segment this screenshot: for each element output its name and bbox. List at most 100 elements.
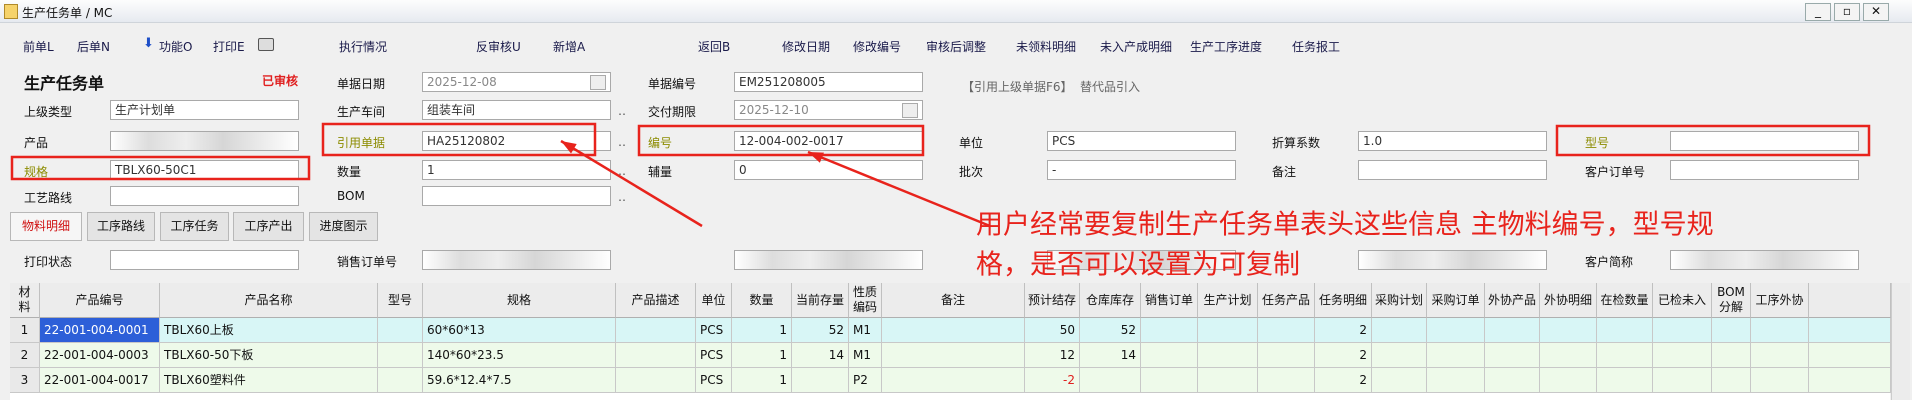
- table-cell[interactable]: 22-001-004-0001: [40, 318, 160, 343]
- table-cell[interactable]: [616, 343, 696, 368]
- column-header[interactable]: 型号: [378, 283, 423, 318]
- column-header[interactable]: 销售订单: [1141, 283, 1198, 318]
- table-cell[interactable]: [1540, 343, 1597, 368]
- table-cell[interactable]: [1141, 318, 1198, 343]
- column-header[interactable]: 外协明细: [1540, 283, 1597, 318]
- table-cell[interactable]: [1597, 343, 1653, 368]
- column-header[interactable]: 任务产品: [1258, 283, 1315, 318]
- close-button[interactable]: ✕: [1863, 3, 1889, 21]
- toolbar-button[interactable]: 修改编号: [853, 40, 902, 54]
- ellipsis-button[interactable]: ‥: [618, 164, 627, 178]
- table-cell[interactable]: 1: [732, 368, 792, 393]
- field-input[interactable]: -: [1047, 160, 1236, 180]
- table-cell[interactable]: [1712, 368, 1751, 393]
- table-cell[interactable]: [1485, 343, 1540, 368]
- field-input[interactable]: 2025-12-10: [734, 100, 923, 120]
- table-cell[interactable]: PCS: [696, 318, 732, 343]
- detail-tab[interactable]: 进度图示: [309, 212, 378, 241]
- table-cell[interactable]: 22-001-004-0003: [40, 343, 160, 368]
- table-cell[interactable]: [882, 368, 1025, 393]
- table-cell[interactable]: 59.6*12.4*7.5: [423, 368, 616, 393]
- field-input[interactable]: 生产计划单: [110, 100, 299, 120]
- field-input[interactable]: [110, 186, 299, 206]
- table-cell[interactable]: [1141, 368, 1198, 393]
- column-header[interactable]: 采购计划: [1372, 283, 1427, 318]
- blurred-input[interactable]: [734, 250, 923, 270]
- table-cell[interactable]: -2: [1025, 368, 1080, 393]
- table-cell[interactable]: [1372, 368, 1427, 393]
- column-header[interactable]: 生产计划: [1198, 283, 1258, 318]
- column-header[interactable]: 产品编号: [40, 283, 160, 318]
- column-header[interactable]: 单位: [696, 283, 732, 318]
- blurred-input[interactable]: [1358, 250, 1547, 270]
- table-cell[interactable]: 12: [1025, 343, 1080, 368]
- table-cell[interactable]: 2: [1315, 368, 1372, 393]
- table-cell[interactable]: PCS: [696, 343, 732, 368]
- toolbar-button[interactable]: 返回B: [698, 40, 731, 54]
- toolbar-button[interactable]: 执行情况: [339, 40, 388, 54]
- field-input[interactable]: [110, 250, 299, 270]
- scrollbar[interactable]: [1891, 283, 1910, 400]
- table-cell[interactable]: [378, 343, 423, 368]
- table-cell[interactable]: [1751, 318, 1809, 343]
- field-input[interactable]: 组装车间: [422, 100, 611, 120]
- table-cell[interactable]: [616, 318, 696, 343]
- table-cell[interactable]: TBLX60塑料件: [160, 368, 378, 393]
- table-cell[interactable]: [1712, 343, 1751, 368]
- column-header[interactable]: 规格: [423, 283, 616, 318]
- table-cell[interactable]: [1258, 343, 1315, 368]
- table-cell[interactable]: [1258, 368, 1315, 393]
- detail-tab[interactable]: 工序路线: [87, 212, 155, 241]
- table-cell[interactable]: [792, 368, 849, 393]
- table-cell[interactable]: [1427, 368, 1485, 393]
- toolbar-button[interactable]: 后单N: [77, 40, 110, 54]
- table-cell[interactable]: [1540, 318, 1597, 343]
- column-header[interactable]: 性质编码: [849, 283, 882, 318]
- table-cell[interactable]: [882, 343, 1025, 368]
- column-header[interactable]: 工序外协: [1751, 283, 1809, 318]
- table-cell[interactable]: PCS: [696, 368, 732, 393]
- field-input[interactable]: [422, 250, 611, 270]
- table-cell[interactable]: 2: [10, 343, 40, 368]
- table-cell[interactable]: 22-001-004-0017: [40, 368, 160, 393]
- toolbar-button[interactable]: 审核后调整: [926, 40, 987, 54]
- ellipsis-button[interactable]: ‥: [618, 190, 627, 204]
- column-header[interactable]: BOM分解: [1712, 283, 1751, 318]
- table-cell[interactable]: 2: [1315, 343, 1372, 368]
- table-cell[interactable]: M1: [849, 318, 882, 343]
- toolbar-button[interactable]: 前单L: [23, 40, 54, 54]
- table-cell[interactable]: [1485, 318, 1540, 343]
- table-cell[interactable]: [1372, 343, 1427, 368]
- table-cell[interactable]: [1653, 343, 1712, 368]
- table-cell[interactable]: [1712, 318, 1751, 343]
- column-header[interactable]: 当前存量: [792, 283, 849, 318]
- ellipsis-button[interactable]: ‥: [618, 104, 627, 118]
- reference-link[interactable]: 【引用上级单据F6】: [962, 80, 1073, 94]
- column-header[interactable]: 备注: [882, 283, 1025, 318]
- field-input[interactable]: 12-004-002-0017: [734, 131, 923, 151]
- toolbar-button[interactable]: 任务报工: [1292, 40, 1341, 54]
- column-header[interactable]: 采购订单: [1427, 283, 1485, 318]
- ellipsis-button[interactable]: ‥: [618, 135, 627, 149]
- table-cell[interactable]: 52: [792, 318, 849, 343]
- table-cell[interactable]: [1198, 343, 1258, 368]
- table-cell[interactable]: [1080, 368, 1141, 393]
- table-cell[interactable]: 1: [10, 318, 40, 343]
- field-input[interactable]: [1670, 160, 1859, 180]
- table-cell[interactable]: [1653, 368, 1712, 393]
- field-input[interactable]: 2025-12-08: [422, 72, 611, 92]
- restore-button[interactable]: ▫: [1834, 3, 1860, 21]
- column-header[interactable]: 在检数量: [1597, 283, 1653, 318]
- table-cell[interactable]: [1751, 368, 1809, 393]
- toolbar-button[interactable]: 未入产成明细: [1100, 40, 1173, 54]
- table-cell[interactable]: TBLX60上板: [160, 318, 378, 343]
- table-cell[interactable]: 14: [1080, 343, 1141, 368]
- date-picker-icon[interactable]: [590, 75, 606, 90]
- table-cell[interactable]: 1: [732, 318, 792, 343]
- column-header[interactable]: 仓库库存: [1080, 283, 1141, 318]
- table-cell[interactable]: [1372, 318, 1427, 343]
- field-input[interactable]: TBLX60-50C1: [110, 160, 299, 180]
- table-cell[interactable]: 60*60*13: [423, 318, 616, 343]
- table-cell[interactable]: P2: [849, 368, 882, 393]
- toolbar-button[interactable]: 生产工序进度: [1190, 40, 1263, 54]
